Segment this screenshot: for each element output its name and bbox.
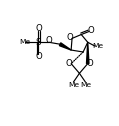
Text: Me: Me [20,39,31,45]
Text: O: O [87,26,94,35]
Text: O: O [66,33,73,42]
Text: O: O [87,59,94,68]
Text: O: O [35,52,42,61]
Text: Me: Me [92,43,103,49]
Text: S: S [36,38,41,47]
Polygon shape [87,42,89,64]
Text: Me: Me [68,82,79,88]
Text: O: O [46,36,53,45]
Text: O: O [65,59,72,68]
Text: Me: Me [80,82,91,88]
Polygon shape [59,43,71,50]
Text: O: O [35,24,42,33]
